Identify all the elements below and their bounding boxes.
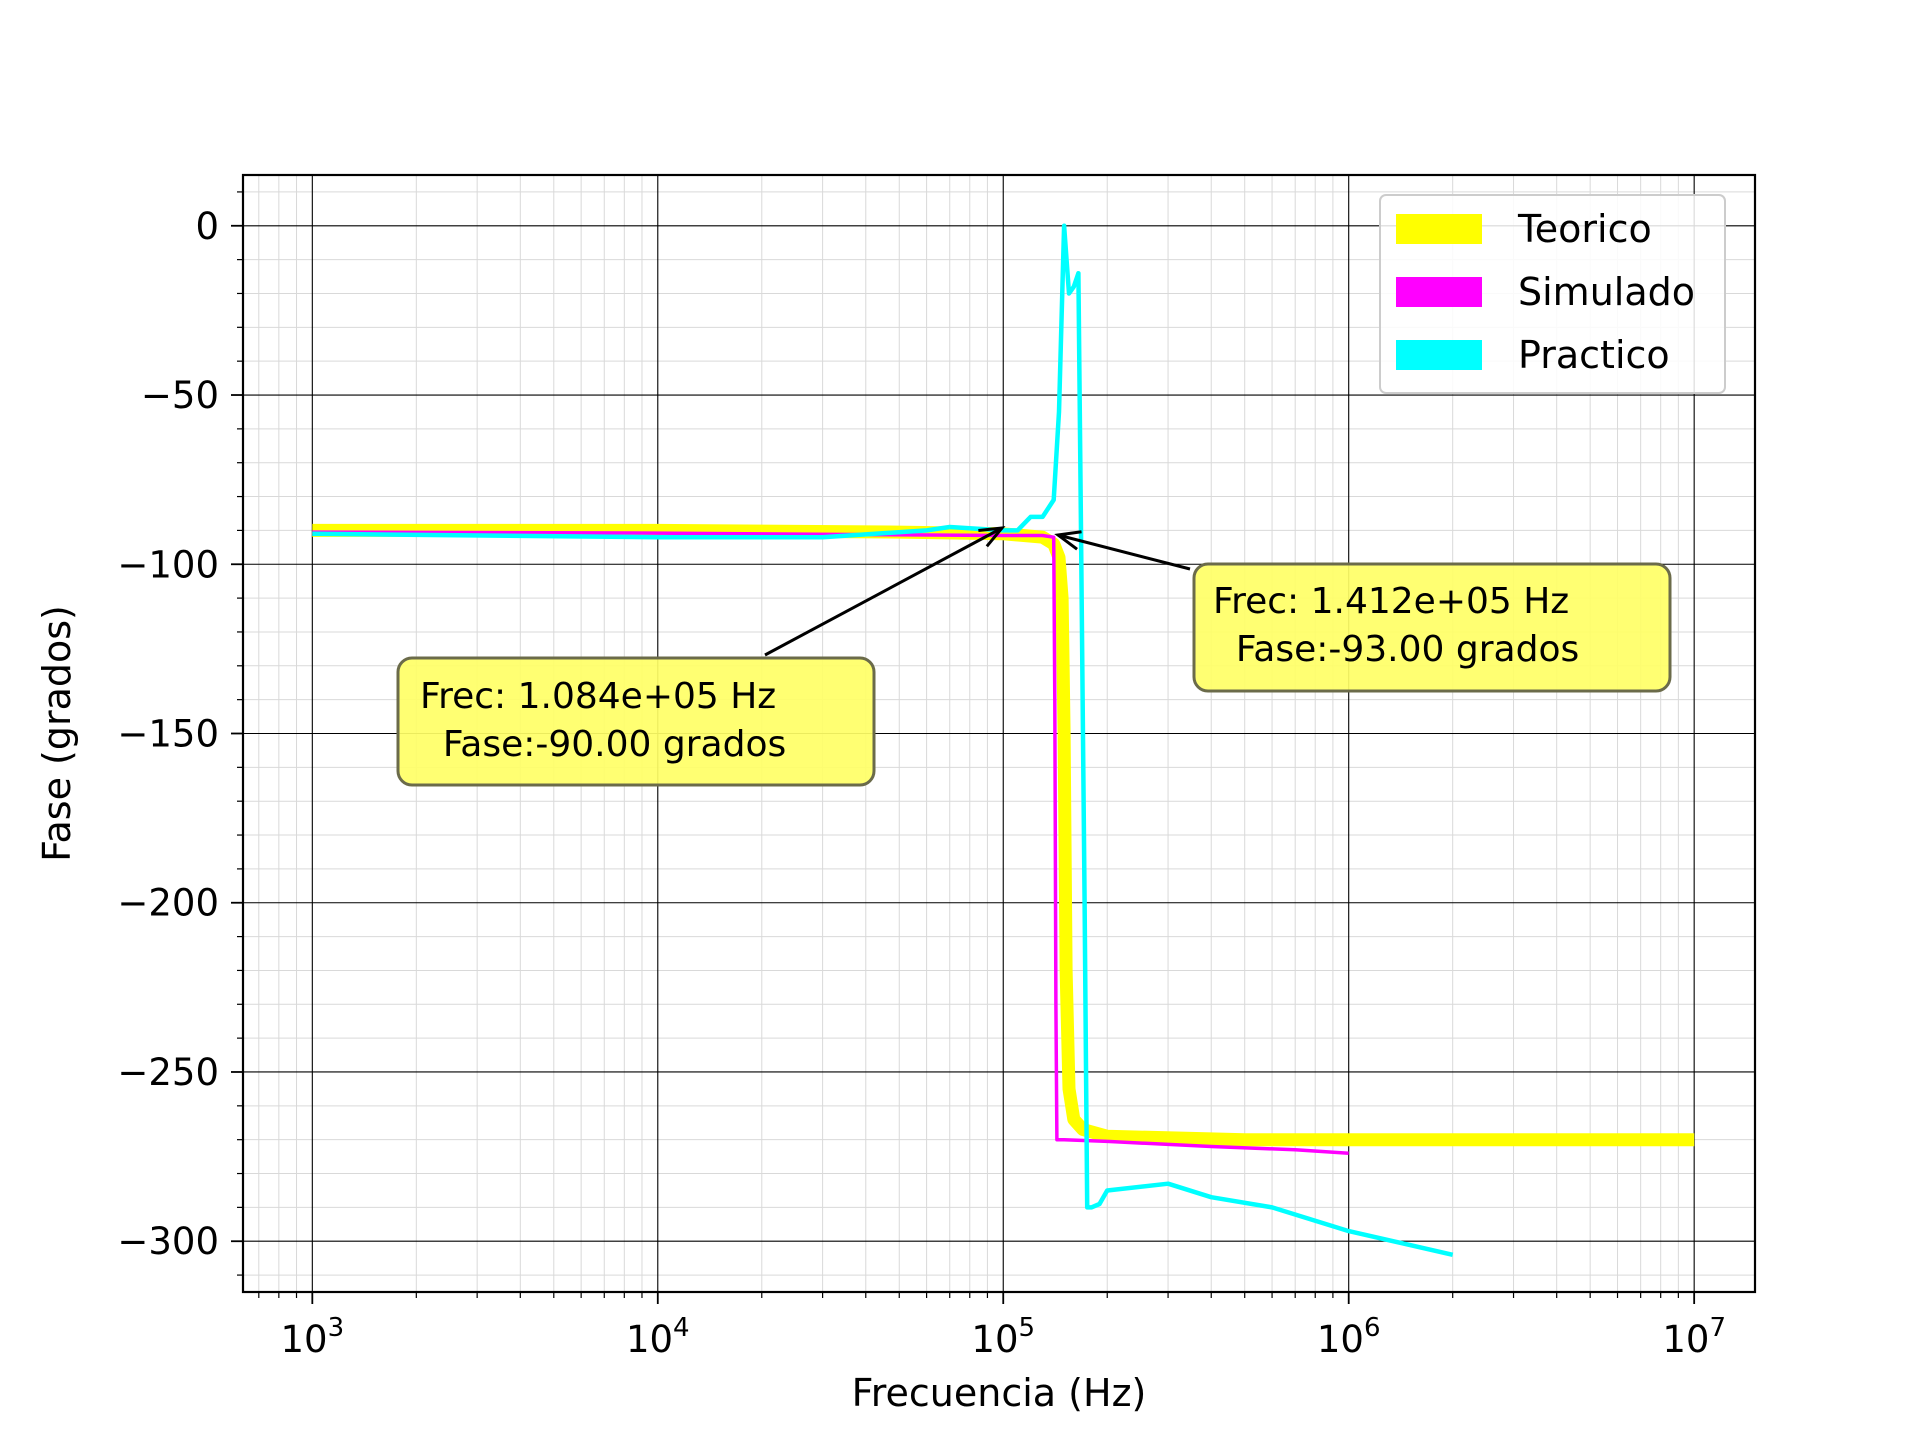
annotation-arrow [1057,533,1191,571]
x-tick-label: 104 [626,1313,690,1361]
x-tick-label: 107 [1662,1313,1726,1361]
y-axis: 0 −50 −100 −150 −200 −250 −300 [117,191,243,1276]
x-axis-label: Frecuencia (Hz) [852,1371,1147,1415]
x-tick-label: 106 [1317,1313,1381,1361]
teorico-line [312,523,1695,1147]
annotation-text: Fase:-93.00 grados [1213,629,1579,670]
legend-entry-label: Practico [1518,333,1670,377]
annotation-arrowhead [978,526,1006,548]
y-tick-label: −50 [141,374,219,417]
y-tick-label: 0 [195,205,219,248]
legend-swatch [1396,340,1482,370]
series-layer [312,223,1695,1257]
simulado-line [312,530,1349,1155]
y-axis-label: Fase (grados) [35,605,79,862]
y-tick-label: −300 [117,1220,219,1263]
legend-swatch [1396,214,1482,244]
annotations: Frec: 1.084e+05 Hz Fase:-90.00 grados Fre… [396,526,1672,787]
annotation-arrowhead [1054,530,1082,551]
x-tick-label: 103 [280,1313,344,1361]
y-tick-label: −100 [117,543,219,586]
practico-line [312,223,1454,1257]
legend: Teorico Simulado Practico [1379,194,1726,394]
annotation-text: Frec: 1.084e+05 Hz [420,676,776,717]
annotation-box [1192,562,1672,693]
x-axis: 103 104 105 106 107 [258,1292,1726,1361]
annotation-box [396,656,876,787]
annotation-text: Fase:-90.00 grados [420,724,786,765]
annotation-arrow [764,526,1003,657]
y-tick-label: −200 [117,882,219,925]
legend-entry-label: Teorico [1517,207,1652,251]
y-tick-label: −150 [117,713,219,756]
x-tick-label: 105 [971,1313,1035,1361]
legend-entry-label: Simulado [1518,270,1695,314]
annotation-text: Frec: 1.412e+05 Hz [1213,581,1569,622]
y-tick-label: −250 [117,1051,219,1094]
legend-swatch [1396,277,1482,307]
